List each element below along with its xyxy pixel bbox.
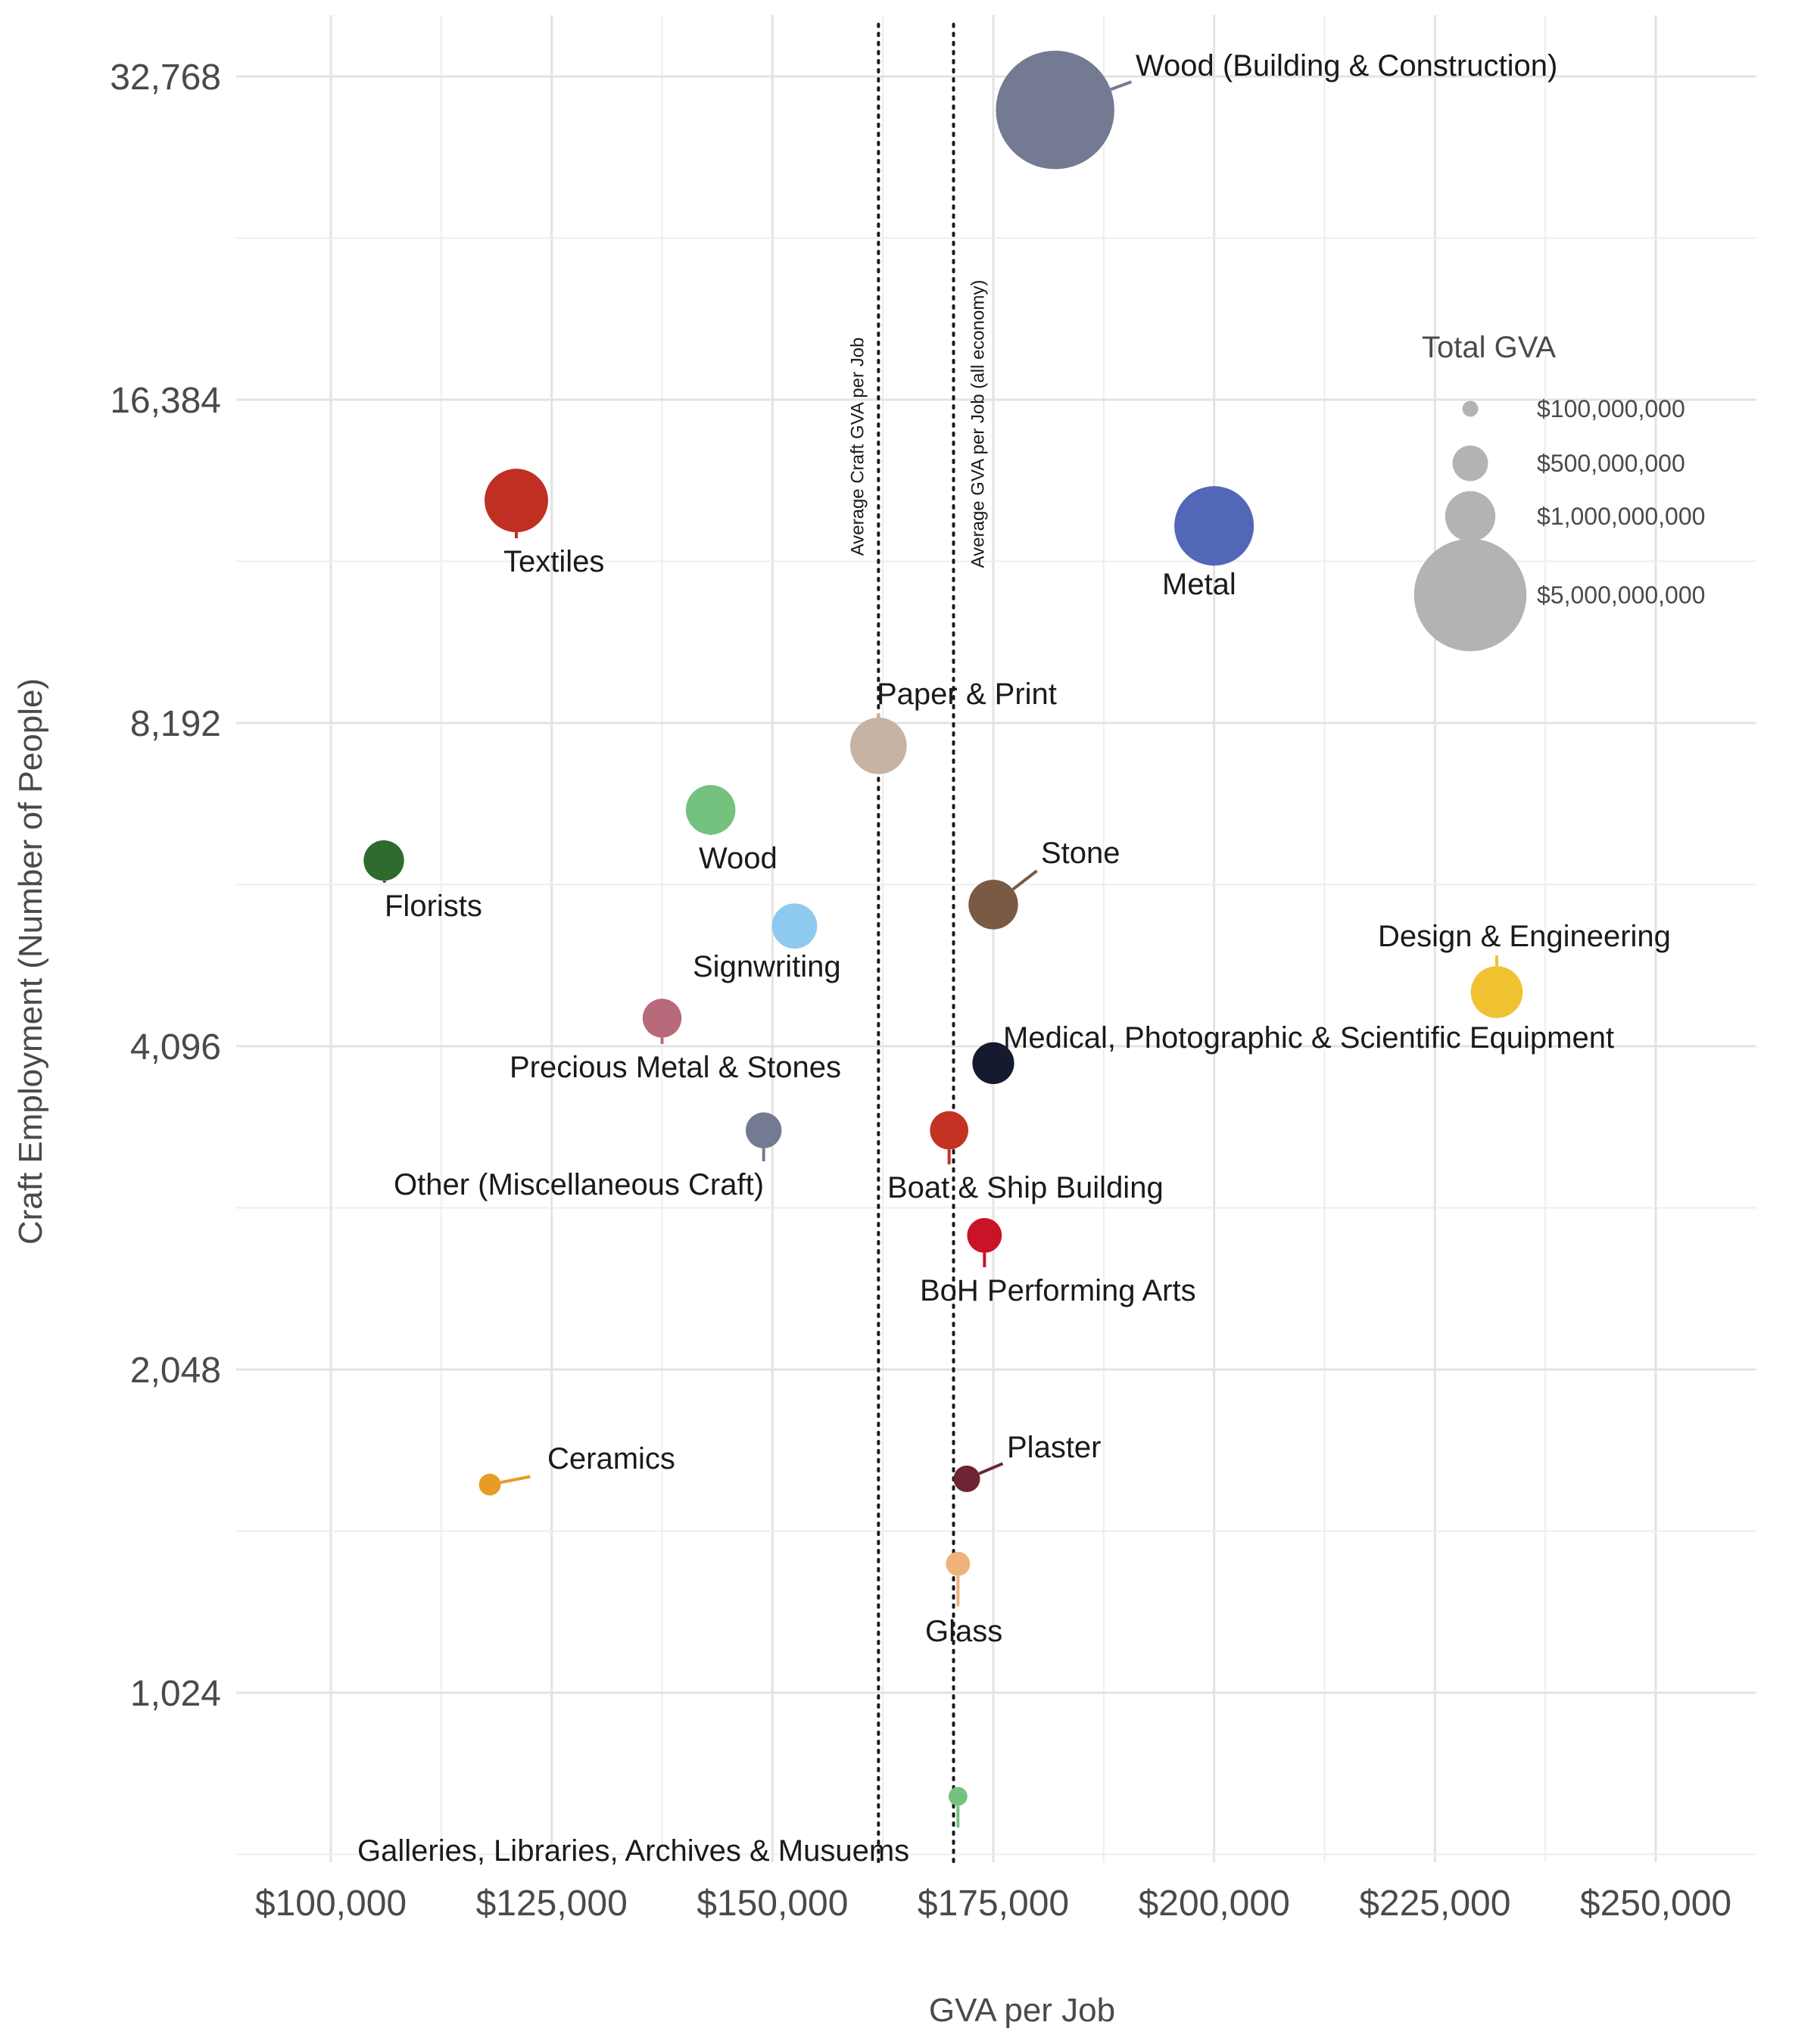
data-point [478, 1473, 501, 1496]
point-label: Medical, Photographic & Scientific Equip… [1003, 1021, 1614, 1055]
point-labels: Wood (Building & Construction) Textiles Me… [357, 49, 1671, 1868]
legend-label: $100,000,000 [1537, 395, 1685, 422]
reference-lines: Average Craft GVA per Job Average GVA per… [847, 23, 989, 1864]
y-axis-ticks: 1,024 2,048 4,096 8,192 16,384 32,768 [110, 58, 221, 1714]
data-point [946, 1551, 971, 1576]
data-point [930, 1111, 968, 1150]
data-point [968, 880, 1018, 930]
y-tick-label: 4,096 [130, 1027, 221, 1067]
data-point [1470, 966, 1523, 1018]
legend: Total GVA $100,000,000 $500,000,000 $1,000… [1413, 331, 1705, 652]
data-point [972, 1042, 1014, 1084]
reference-line-label: Average Craft GVA per Job [847, 338, 868, 556]
data-point [771, 903, 818, 949]
legend-swatch [1462, 400, 1479, 417]
point-label: Design & Engineering [1378, 920, 1671, 953]
point-label: Ceramics [547, 1442, 675, 1475]
point-label: Glass [925, 1615, 1002, 1648]
label-connector [500, 1475, 531, 1485]
data-point [953, 1465, 980, 1492]
x-tick-label: $175,000 [918, 1884, 1069, 1924]
data-point [685, 784, 736, 835]
point-label: Precious Metal & Stones [510, 1051, 841, 1084]
reference-line-label: Average GVA per Job (all economy) [968, 280, 989, 569]
y-axis-title: Craft Employment (Number of People) [12, 678, 49, 1245]
data-point [948, 1787, 968, 1806]
data-point [996, 50, 1114, 170]
point-label: Other (Miscellaneous Craft) [394, 1168, 764, 1201]
label-connectors [382, 80, 1498, 1827]
x-tick-label: $250,000 [1580, 1884, 1731, 1924]
point-label: Metal [1162, 568, 1236, 601]
data-point [745, 1112, 782, 1148]
x-tick-label: $150,000 [697, 1884, 848, 1924]
point-label: Paper & Print [877, 678, 1057, 711]
label-connector [978, 1462, 1004, 1475]
y-tick-label: 8,192 [130, 704, 221, 744]
point-label: Galleries, Libraries, Archives & Musuems [357, 1834, 909, 1868]
data-points [363, 50, 1523, 1806]
label-connector [1110, 80, 1133, 92]
grid [236, 15, 1756, 1862]
legend-swatch [1413, 538, 1527, 652]
data-point [485, 469, 548, 533]
point-label: Stone [1041, 837, 1120, 870]
data-point [1174, 486, 1254, 566]
legend-swatch [1452, 445, 1488, 481]
legend-entries: $100,000,000 $500,000,000 $1,000,000,000 $5… [1413, 395, 1705, 652]
x-tick-label: $100,000 [255, 1884, 407, 1924]
x-axis-title: GVA per Job [929, 1992, 1115, 2029]
legend-label: $1,000,000,000 [1537, 503, 1705, 530]
legend-title: Total GVA [1422, 331, 1556, 364]
point-label: Boat & Ship Building [887, 1171, 1164, 1204]
data-point [967, 1218, 1002, 1253]
y-tick-label: 32,768 [110, 58, 221, 98]
x-tick-label: $225,000 [1359, 1884, 1510, 1924]
point-label: Florists [385, 890, 482, 923]
x-tick-label: $125,000 [476, 1884, 628, 1924]
y-tick-label: 2,048 [130, 1351, 221, 1391]
point-label: Wood (Building & Construction) [1136, 49, 1557, 83]
label-connector [1011, 869, 1038, 891]
y-tick-label: 1,024 [130, 1674, 221, 1714]
y-tick-label: 16,384 [110, 381, 221, 421]
data-point [363, 840, 404, 881]
legend-label: $5,000,000,000 [1537, 581, 1705, 609]
point-label: Signwriting [693, 950, 841, 983]
data-point [850, 717, 907, 774]
point-label: Textiles [503, 545, 604, 578]
legend-label: $500,000,000 [1537, 450, 1685, 477]
data-point [642, 999, 682, 1038]
legend-swatch [1445, 491, 1496, 542]
x-tick-label: $200,000 [1139, 1884, 1290, 1924]
point-label: Wood [699, 842, 778, 875]
x-axis-ticks: $100,000 $125,000 $150,000 $175,000 $200,000… [255, 1884, 1731, 1924]
point-label: Plaster [1007, 1431, 1102, 1464]
point-label: BoH Performing Arts [920, 1274, 1196, 1307]
